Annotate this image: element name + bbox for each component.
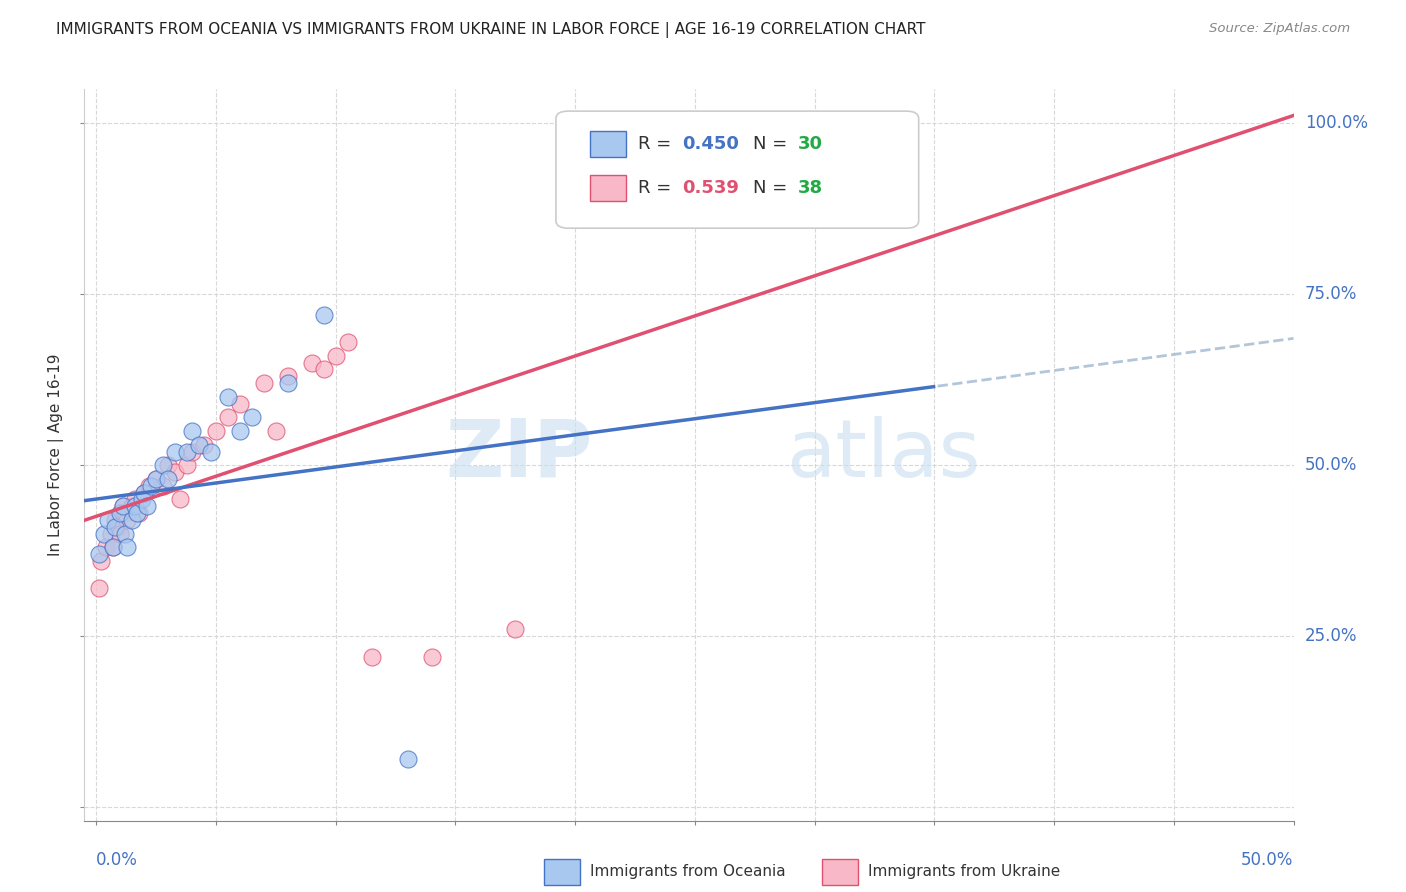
Point (217, 390, 239, 404)
Text: 25.0%: 25.0% (1305, 627, 1357, 645)
Point (93, 526, 115, 541)
Point (229, 424, 252, 438)
Point (97, 513, 120, 527)
Point (229, 397, 252, 411)
Text: Immigrants from Ukraine: Immigrants from Ukraine (868, 864, 1060, 880)
Point (117, 540, 139, 554)
Text: R =: R = (638, 179, 678, 197)
Point (124, 492, 146, 507)
Point (325, 349, 347, 363)
Point (200, 444, 222, 458)
Text: 30: 30 (797, 135, 823, 153)
FancyBboxPatch shape (589, 131, 626, 157)
FancyBboxPatch shape (555, 112, 918, 228)
Point (152, 458, 174, 472)
Point (505, 622, 527, 636)
Point (176, 444, 198, 458)
Point (176, 458, 198, 472)
Point (181, 444, 204, 458)
Text: 38: 38 (797, 179, 823, 197)
Point (111, 499, 134, 513)
Text: 50.0%: 50.0% (1241, 851, 1294, 869)
Point (87, 581, 110, 595)
Point (253, 376, 276, 391)
Point (134, 485, 156, 500)
Point (94, 540, 117, 554)
Point (138, 478, 160, 492)
Point (264, 424, 287, 438)
Point (205, 424, 228, 438)
Point (87, 547, 110, 561)
Point (90, 554, 112, 568)
Point (121, 513, 143, 527)
Point (181, 424, 204, 438)
Point (101, 540, 124, 554)
Point (104, 513, 127, 527)
Point (396, 752, 419, 766)
Point (124, 499, 146, 513)
Point (672, 116, 695, 130)
Point (360, 649, 382, 664)
Point (135, 499, 157, 513)
Point (277, 369, 299, 384)
Point (217, 410, 239, 425)
Text: atlas: atlas (786, 416, 980, 494)
Text: N =: N = (754, 135, 793, 153)
Point (312, 362, 335, 376)
Point (110, 526, 132, 541)
FancyBboxPatch shape (589, 175, 626, 201)
Point (111, 499, 134, 513)
Point (145, 472, 167, 486)
Text: 75.0%: 75.0% (1305, 285, 1357, 303)
Text: 0.0%: 0.0% (97, 851, 138, 869)
Point (141, 478, 163, 492)
Point (134, 485, 156, 500)
Text: R =: R = (638, 135, 678, 153)
Point (117, 513, 139, 527)
Point (121, 499, 143, 513)
Point (152, 478, 174, 492)
Point (125, 506, 148, 520)
Point (128, 506, 150, 520)
Text: 0.450: 0.450 (682, 135, 738, 153)
Point (104, 519, 127, 533)
Text: N =: N = (754, 179, 793, 197)
FancyBboxPatch shape (544, 859, 581, 885)
Text: Source: ZipAtlas.com: Source: ZipAtlas.com (1209, 22, 1350, 36)
Point (114, 526, 136, 541)
Text: ZIP: ZIP (444, 416, 592, 494)
Point (107, 519, 129, 533)
Point (110, 506, 132, 520)
Text: Immigrants from Oceania: Immigrants from Oceania (589, 864, 786, 880)
Point (301, 356, 323, 370)
Text: IMMIGRANTS FROM OCEANIA VS IMMIGRANTS FROM UKRAINE IN LABOR FORCE | AGE 16-19 CO: IMMIGRANTS FROM OCEANIA VS IMMIGRANTS FR… (56, 22, 925, 38)
Point (100, 526, 122, 541)
Point (165, 444, 187, 458)
Point (169, 492, 191, 507)
Point (114, 506, 136, 520)
Point (165, 465, 187, 479)
Point (336, 335, 359, 350)
Point (101, 540, 124, 554)
Point (131, 492, 153, 507)
Point (312, 308, 335, 322)
FancyBboxPatch shape (823, 859, 858, 885)
Text: 100.0%: 100.0% (1305, 114, 1368, 132)
Point (157, 472, 180, 486)
Point (188, 438, 211, 452)
Point (157, 458, 180, 472)
Text: 50.0%: 50.0% (1305, 456, 1357, 475)
Point (240, 410, 263, 425)
Point (420, 649, 443, 664)
Point (277, 376, 299, 391)
Point (145, 472, 167, 486)
Point (193, 438, 215, 452)
Y-axis label: In Labor Force | Age 16-19: In Labor Force | Age 16-19 (48, 353, 65, 557)
Text: 0.539: 0.539 (682, 179, 738, 197)
